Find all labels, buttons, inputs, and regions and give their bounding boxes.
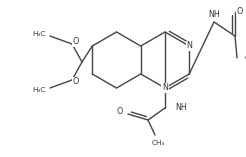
Text: CH₃: CH₃ xyxy=(245,55,246,61)
Text: NH: NH xyxy=(208,10,220,19)
Text: O: O xyxy=(117,108,123,116)
Text: H₃C: H₃C xyxy=(33,87,46,93)
Text: NH: NH xyxy=(175,103,187,113)
Text: H₃C: H₃C xyxy=(33,31,46,37)
Text: CH₃: CH₃ xyxy=(151,140,165,146)
Text: N: N xyxy=(162,84,168,92)
Text: O: O xyxy=(73,78,79,87)
Text: O: O xyxy=(73,38,79,46)
Text: N: N xyxy=(186,41,192,51)
Text: O: O xyxy=(237,8,243,16)
